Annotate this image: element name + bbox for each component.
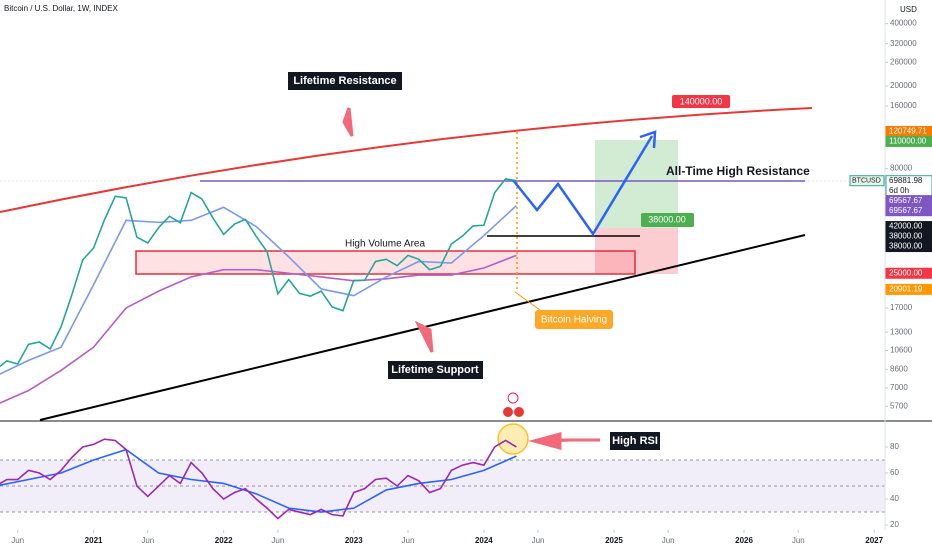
- projection: [512, 135, 654, 237]
- label-box: [641, 213, 694, 227]
- rsi-highlight: [497, 423, 529, 455]
- x-tick-label: 2025: [605, 536, 623, 545]
- price-label: [885, 267, 932, 279]
- annotation: Lifetime Support: [391, 364, 479, 376]
- price-label-text: 38000.00: [889, 232, 923, 241]
- price-label: [885, 241, 932, 253]
- x-tick-label: 2021: [85, 536, 103, 545]
- arrow: [414, 320, 434, 353]
- chart-title: Bitcoin / U.S. Dollar, 1W, INDEX: [4, 4, 118, 13]
- y-tick-label: 17000: [890, 303, 913, 312]
- x-tick-label: Jun: [402, 536, 415, 545]
- series-line: [0, 254, 517, 404]
- y-tick-label: 320000: [890, 39, 917, 48]
- price-label-text: 69567.67: [889, 206, 923, 215]
- halving-pointer: [514, 291, 541, 311]
- annotation: All-Time High Resistance: [666, 164, 810, 178]
- projection-head: [639, 130, 657, 149]
- x-tick-label: 2024: [475, 536, 493, 545]
- series-line: [0, 205, 517, 375]
- label-box: [610, 432, 660, 450]
- y-tick-label: 160000: [890, 101, 917, 110]
- price-label: [885, 205, 932, 217]
- price-label-text: 69881.98: [889, 176, 923, 185]
- x-tick-label: 2027: [865, 536, 883, 545]
- y-tick-label: 8600: [890, 364, 908, 373]
- y-tick-label: 13000: [890, 327, 913, 336]
- symbol-box: [849, 175, 885, 187]
- price-label-text: 25000.00: [889, 268, 923, 277]
- y-tick-label: 60: [890, 468, 899, 477]
- x-tick-label: Jun: [141, 536, 154, 545]
- currency: USD: [900, 5, 917, 14]
- x-tick-label: Jun: [11, 536, 24, 545]
- series-line: [0, 178, 517, 368]
- price-label-text: 42000.00: [889, 222, 923, 231]
- price-label-text: 110000.00: [889, 137, 927, 146]
- label-box: [535, 310, 613, 329]
- annotation: 140000.00: [680, 96, 723, 106]
- series-line: [0, 448, 517, 513]
- high-volume-box: [135, 250, 636, 275]
- price-label-text: 120749.71: [889, 127, 927, 136]
- x-tick-label: Jun: [792, 536, 805, 545]
- y-tick-label: 80000: [890, 164, 913, 173]
- price-label-text: 38000.00: [889, 242, 923, 251]
- price-label: [885, 135, 932, 147]
- event-icon: [503, 407, 513, 417]
- x-tick-label: Jun: [271, 536, 284, 545]
- y-tick-label: 40: [890, 494, 899, 503]
- arrow: [528, 432, 600, 450]
- series-line: [0, 438, 517, 520]
- y-tick-label: 80: [890, 442, 899, 451]
- x-tick-label: 2026: [735, 536, 753, 545]
- annotation: High RSI: [612, 435, 658, 447]
- resistance-curve: [0, 107, 813, 213]
- price-label-text: 20901.19: [889, 284, 923, 293]
- annotation: 38000.00: [648, 214, 686, 224]
- price-label-text: 6d 0h: [889, 186, 909, 195]
- annotation: High Volume Area: [345, 239, 425, 250]
- arrow: [342, 107, 354, 137]
- y-tick-label: 20: [890, 520, 899, 529]
- y-tick-label: 10600: [890, 346, 913, 355]
- label-box: [672, 95, 730, 108]
- x-tick-label: 2023: [345, 536, 363, 545]
- x-tick-label: Jun: [532, 536, 545, 545]
- price-label: [885, 283, 932, 295]
- y-tick-label: 200000: [890, 81, 917, 90]
- event-icon: [514, 407, 524, 417]
- y-tick-label: 260000: [890, 58, 917, 67]
- y-tick-label: 5700: [890, 401, 908, 410]
- x-tick-label: Jun: [662, 536, 675, 545]
- label-box: [288, 72, 402, 90]
- y-tick-label: 7000: [890, 383, 908, 392]
- symbol-label: BTCUSD: [852, 178, 881, 185]
- annotation: Bitcoin Halving: [541, 315, 607, 326]
- event-icon: [507, 392, 519, 404]
- price-label-text: 69567.67: [889, 196, 923, 205]
- y-tick-label: 400000: [890, 19, 917, 28]
- annotation: Lifetime Resistance: [293, 75, 396, 87]
- x-tick-label: 2022: [215, 536, 233, 545]
- label-box: [388, 361, 483, 379]
